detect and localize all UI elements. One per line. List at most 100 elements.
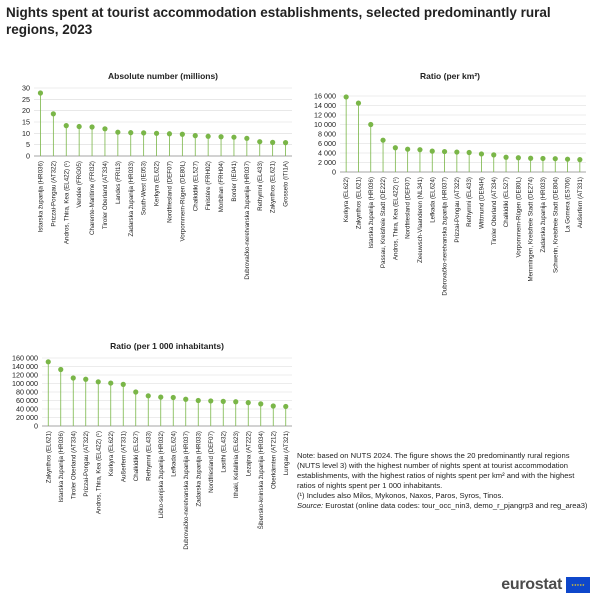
data-point <box>208 398 214 404</box>
data-point <box>192 133 198 139</box>
y-tick-label: 6 000 <box>318 139 336 148</box>
data-point <box>282 140 289 146</box>
data-point <box>102 126 108 132</box>
y-tick-label: 10 000 <box>314 120 336 129</box>
x-category-label: Nordfriesland (DEF07) <box>166 161 173 223</box>
x-category-label: Passau, Kreisfreie Stadt (DE222) <box>380 177 387 268</box>
x-category-label: Oberkärnten (AT212) <box>270 431 277 489</box>
y-tick-label: 0 <box>332 168 336 177</box>
data-point <box>70 375 76 381</box>
data-point <box>76 123 82 130</box>
x-category-label: Dubrovačko-neretvanska županija (HR037) <box>183 431 190 550</box>
eu-flag-icon: ★★★★★ <box>566 577 590 593</box>
x-category-label: Außerfern (AT331) <box>120 431 127 482</box>
data-point <box>95 379 101 385</box>
x-category-label: Memmingen, Kreisfreie Stadt (DE274) <box>528 177 535 282</box>
y-tick-label: 5 <box>26 140 30 149</box>
chart-notes: Note: based on NUTS 2024. The figure sho… <box>297 451 593 511</box>
data-point <box>540 155 546 162</box>
x-category-label: Kerkyra (EL622) <box>343 177 350 222</box>
x-category-label: Kerkyra (EL622) <box>154 161 161 206</box>
data-point <box>115 129 121 135</box>
data-point <box>244 135 250 141</box>
x-category-label: Außerfern (AT331) <box>577 177 584 228</box>
x-category-label: Zadarska županija (HR033) <box>540 177 547 253</box>
chart-absolute-number: Absolute number (millions) 0 5 10 15 20 25 30 Is… <box>22 71 292 280</box>
y-tick-label: 60 000 <box>16 396 38 405</box>
data-point <box>183 396 189 402</box>
data-point <box>528 155 534 161</box>
x-category-label: Rethymni (EL433) <box>257 161 264 211</box>
data-point <box>179 131 185 137</box>
eurostat-logo: eurostat ★★★★★ <box>501 576 590 594</box>
x-category-label: Nordfriesland (DEF07) <box>405 177 412 239</box>
x-category-label: Andros, Thira, Kea (EL422) (¹) <box>95 431 102 514</box>
y-tick-label: 8 000 <box>318 130 336 139</box>
data-point <box>515 155 521 161</box>
x-category-label: Charente-Maritime (FRI32) <box>89 161 96 235</box>
data-point <box>270 139 276 145</box>
y-tick-label: 80 000 <box>16 388 38 397</box>
logo-text: eurostat <box>501 576 562 593</box>
y-tick-label: 20 000 <box>16 413 38 422</box>
x-category-label: Vorpommern-Rügen (DE80L) <box>179 161 186 241</box>
x-category-label: Tiroler Oberland (AT334) <box>491 177 498 245</box>
x-category-label: Zadarska županija (HR033) <box>128 161 135 237</box>
data-point <box>50 111 56 117</box>
data-point <box>220 398 226 404</box>
x-category-label: Rethymni (EL433) <box>466 177 473 227</box>
data-point <box>417 147 423 153</box>
data-point <box>133 389 139 395</box>
y-tick-label: 40 000 <box>16 405 38 414</box>
x-category-label: Dubrovačko-neretvanska županija (HR037) <box>442 177 449 296</box>
x-category-label: Border (IE041) <box>231 161 238 202</box>
data-point <box>405 146 411 152</box>
data-point <box>158 394 164 400</box>
x-category-label: Chalkidiki (EL527) <box>503 177 510 227</box>
data-point <box>491 152 497 158</box>
x-category-label: Istarska županija (HR036) <box>368 177 375 249</box>
y-tick-label: 0 <box>34 422 38 431</box>
y-tick-label: 4 000 <box>318 149 336 158</box>
data-point <box>392 145 398 151</box>
chart-title: Ratio (per km²) <box>420 71 480 81</box>
x-category-label: Prizzai-Pongau (AT322) <box>83 431 90 497</box>
data-point <box>270 403 276 409</box>
x-category-label: South-West (IE053) <box>141 161 148 215</box>
x-category-label: Lungau (AT321) <box>283 431 290 475</box>
x-category-label: Ličko-senjska županija (HR032) <box>158 431 165 518</box>
x-category-label: Lezajna (AT222) <box>245 431 252 476</box>
chart-title: Ratio (per 1 000 inhabitants) <box>110 341 224 351</box>
data-point <box>58 366 64 373</box>
y-tick-label: 120 000 <box>12 371 38 380</box>
data-point <box>380 137 386 143</box>
data-point <box>89 124 95 130</box>
y-tick-label: 20 <box>22 106 30 115</box>
y-tick-label: 25 <box>22 95 30 104</box>
x-category-label: Wittmund (DE94H) <box>478 177 485 229</box>
data-point <box>128 130 134 136</box>
y-tick-label: 140 000 <box>12 362 38 371</box>
data-point <box>145 393 151 399</box>
y-tick-label: 14 000 <box>314 101 336 110</box>
x-category-label: Landes (FRI13) <box>115 161 122 204</box>
y-tick-label: 160 000 <box>12 354 38 363</box>
data-point <box>166 131 173 137</box>
data-point <box>466 149 472 156</box>
y-tick-label: 16 000 <box>314 92 336 101</box>
data-point <box>503 154 509 160</box>
data-point <box>283 403 289 410</box>
chart-title: Absolute number (millions) <box>108 71 218 81</box>
data-point <box>120 381 126 387</box>
x-category-label: Andros, Thira, Kea (EL422) (¹) <box>392 177 399 260</box>
x-category-label: Ithaki, Kefallinia (EL623) <box>233 431 240 498</box>
source-label: Source: <box>297 501 324 510</box>
y-tick-label: 15 <box>22 118 30 127</box>
x-category-label: Zeeuwsch-Vlaanderen (NL341) <box>417 177 424 263</box>
x-category-label: Zadarska županija (HR033) <box>195 431 202 507</box>
data-point <box>63 123 69 129</box>
x-category-label: Istarska županija (HR036) <box>58 431 65 503</box>
data-point <box>83 376 89 382</box>
x-category-label: Vendée (FRG05) <box>76 161 83 208</box>
